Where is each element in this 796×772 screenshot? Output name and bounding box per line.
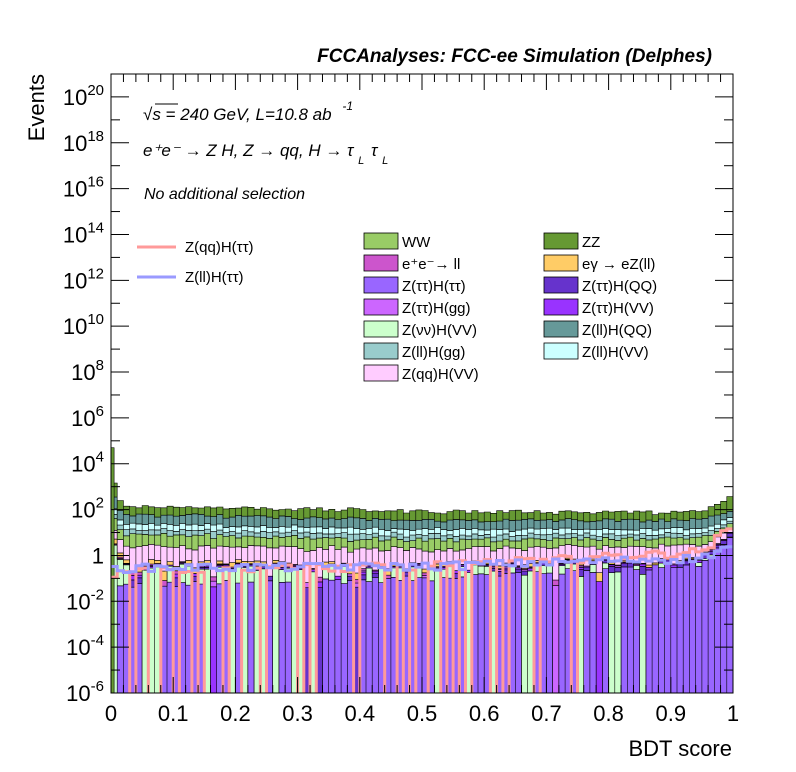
svg-text:WW: WW	[402, 234, 431, 251]
svg-text:Z(qq)H(ττ): Z(qq)H(ττ)	[185, 239, 254, 256]
legend-entry-background: Z(ll)H(gg)	[363, 342, 465, 361]
legend-entry-background: ZZ	[543, 232, 600, 251]
y-tick-labels: 1020 1018 1016 1014 1012 1010 108 106 104 102 1 10-…	[63, 82, 104, 706]
y-tick-label: 1	[92, 543, 104, 568]
legend-entry-background: Z(ττ)H(QQ)	[543, 276, 657, 295]
stack-zz	[111, 482, 733, 523]
x-tick-label: 0.1	[158, 701, 189, 726]
annotation-selection: No additional selection	[144, 186, 305, 203]
x-tick-label: 0	[105, 701, 117, 726]
x-tick-label: 0.7	[531, 701, 562, 726]
x-tick-labels: 0 0.1 0.2 0.3 0.4 0.5 0.6 0.7 0.8 0.9 1	[105, 701, 739, 726]
y-tick-label: 102	[71, 495, 104, 523]
y-tick-label: 1010	[63, 311, 104, 339]
y-tick-label: 10-2	[66, 586, 104, 614]
x-axis-label: BDT score	[628, 736, 732, 761]
process-subscript-1: L	[358, 155, 364, 167]
legend-entry-background: Z(ττ)H(gg)	[363, 298, 471, 317]
legend-entry-signal: Z(ll)H(ττ)	[137, 269, 244, 286]
axis-ticks	[110, 73, 734, 694]
legend-entry-background: Z(ττ)H(VV)	[543, 298, 654, 317]
process-subscript-2: L	[382, 155, 388, 167]
signal-lines	[111, 527, 733, 693]
y-tick-label: 1018	[63, 128, 104, 156]
svg-text:Z(ττ)H(gg): Z(ττ)H(gg)	[402, 300, 471, 317]
svg-text:Z(ll)H(VV): Z(ll)H(VV)	[582, 344, 649, 361]
process-tau-2: τ	[371, 141, 379, 160]
x-tick-label: 0.8	[593, 701, 624, 726]
x-tick-label: 0.3	[282, 701, 313, 726]
x-tick-label: 0.9	[656, 701, 687, 726]
y-tick-label: 1012	[63, 265, 104, 293]
svg-text:e⁺e⁻ → Z H, Z → qq, H → τ: e⁺e⁻ → Z H, Z → qq, H → τ L τ L	[143, 141, 388, 168]
svg-text:Z(qq)H(VV): Z(qq)H(VV)	[402, 366, 479, 383]
svg-text:Z(νν)H(VV): Z(νν)H(VV)	[402, 322, 477, 339]
y-tick-label: 1016	[63, 174, 104, 202]
svg-text:Z(ll)H(ττ): Z(ll)H(ττ)	[185, 269, 244, 286]
y-tick-label: 106	[71, 403, 104, 431]
x-tick-label: 0.6	[469, 701, 500, 726]
legend-signals: Z(qq)H(ττ) Z(ll)H(ττ)	[137, 239, 254, 286]
legend-backgrounds: WW ZZ e⁺e⁻→ ll eγ → eZ(ll) Z(ττ)H(ττ) Z(ττ)H(…	[363, 232, 657, 383]
legend-entry-background: eγ → eZ(ll)	[543, 254, 655, 273]
energy-exponent: -1	[342, 99, 353, 113]
svg-text:Z(ll)H(gg): Z(ll)H(gg)	[402, 344, 465, 361]
y-tick-label: 10-4	[66, 632, 104, 660]
annotation-process: e⁺e⁻ → Z H, Z → qq, H → τ L τ L	[143, 141, 388, 168]
y-tick-label: 108	[71, 357, 104, 385]
legend-entry-background: Z(ll)H(QQ)	[543, 320, 652, 339]
legend-entry-background: Z(ll)H(VV)	[543, 342, 649, 361]
svg-text:e⁺e⁻→ ll: e⁺e⁻→ ll	[402, 256, 460, 273]
x-tick-label: 0.4	[345, 701, 376, 726]
annotation-energy: √s = 240 GeV, L=10.8 ab -1	[143, 99, 353, 124]
chart-title: FCCAnalyses: FCC-ee Simulation (Delphes)	[317, 46, 712, 67]
y-tick-label: 1014	[63, 219, 104, 247]
svg-text:Z(ττ)H(ττ): Z(ττ)H(ττ)	[402, 278, 466, 295]
svg-text:Z(ττ)H(VV): Z(ττ)H(VV)	[582, 300, 654, 317]
svg-text:Z(ττ)H(QQ): Z(ττ)H(QQ)	[582, 278, 657, 295]
svg-text:eγ → eZ(ll): eγ → eZ(ll)	[582, 256, 655, 273]
x-tick-label: 0.2	[220, 701, 251, 726]
y-tick-label: 1020	[63, 82, 104, 110]
process-text: e⁺e⁻ → Z H, Z → qq, H → τ	[143, 141, 355, 160]
y-tick-label: 104	[71, 449, 104, 477]
svg-text:ZZ: ZZ	[582, 234, 600, 251]
legend-entry-background: Z(νν)H(VV)	[363, 320, 477, 339]
x-tick-label: 1	[727, 701, 739, 726]
svg-text:√s = 240 GeV, L=10.8 ab: √s = 240 GeV, L=10.8 ab -1	[143, 99, 353, 124]
signal-line-z-ll-h-	[111, 545, 733, 574]
legend-entry-background: Z(ττ)H(ττ)	[363, 276, 466, 295]
y-tick-label: 10-6	[66, 678, 104, 706]
energy-text: √s = 240 GeV, L=10.8 ab	[143, 105, 332, 124]
legend-entry-background: e⁺e⁻→ ll	[363, 254, 460, 273]
legend-entry-background: Z(qq)H(VV)	[363, 364, 479, 383]
signal-line-z-qq-h-	[111, 527, 733, 693]
x-tick-label: 0.5	[407, 701, 438, 726]
legend-entry-background: WW	[363, 232, 431, 251]
y-axis-label: Events	[24, 74, 49, 141]
svg-text:Z(ll)H(QQ): Z(ll)H(QQ)	[582, 322, 652, 339]
legend-entry-signal: Z(qq)H(ττ)	[137, 239, 254, 256]
